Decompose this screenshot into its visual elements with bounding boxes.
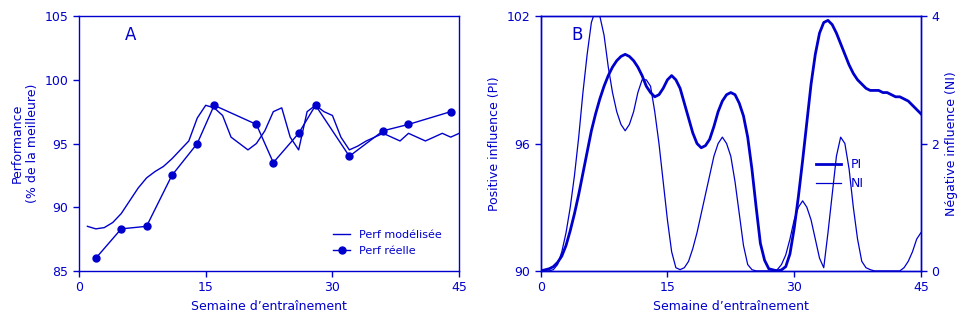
Y-axis label: Positive influence (PI): Positive influence (PI) bbox=[488, 76, 501, 211]
X-axis label: Semaine d’entraînement: Semaine d’entraînement bbox=[191, 300, 347, 313]
Y-axis label: Performance
(% de la meilleure): Performance (% de la meilleure) bbox=[11, 84, 39, 203]
Text: B: B bbox=[571, 26, 582, 44]
X-axis label: Semaine d’entraînement: Semaine d’entraînement bbox=[653, 300, 809, 313]
Y-axis label: Négative influence (NI): Négative influence (NI) bbox=[945, 71, 958, 216]
Text: A: A bbox=[125, 26, 136, 44]
Legend: PI, NI: PI, NI bbox=[811, 153, 869, 195]
Legend: Perf modélisée, Perf réelle: Perf modélisée, Perf réelle bbox=[328, 226, 446, 260]
